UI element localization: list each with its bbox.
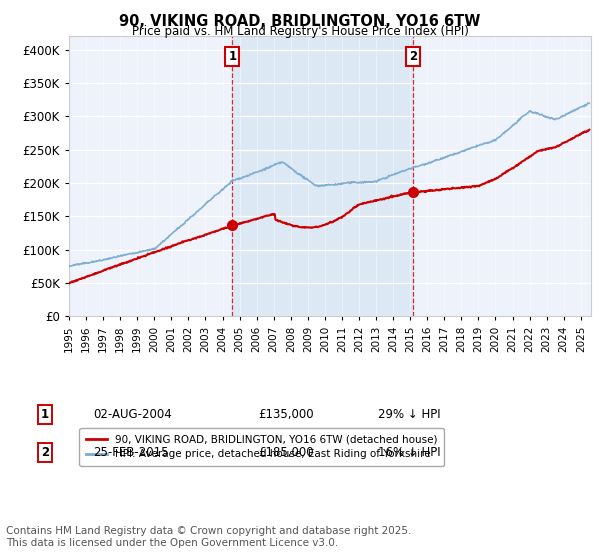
Text: Price paid vs. HM Land Registry's House Price Index (HPI): Price paid vs. HM Land Registry's House … xyxy=(131,25,469,38)
Text: £135,000: £135,000 xyxy=(258,408,314,421)
Text: 2: 2 xyxy=(41,446,49,459)
Bar xyxy=(232,36,413,316)
Text: 02-AUG-2004: 02-AUG-2004 xyxy=(93,408,172,421)
Text: 2: 2 xyxy=(409,50,417,63)
Text: 16% ↓ HPI: 16% ↓ HPI xyxy=(378,446,440,459)
Text: 25-FEB-2015: 25-FEB-2015 xyxy=(93,446,169,459)
Text: £185,000: £185,000 xyxy=(258,446,314,459)
Text: Contains HM Land Registry data © Crown copyright and database right 2025.
This d: Contains HM Land Registry data © Crown c… xyxy=(6,526,412,548)
Text: 90, VIKING ROAD, BRIDLINGTON, YO16 6TW: 90, VIKING ROAD, BRIDLINGTON, YO16 6TW xyxy=(119,14,481,29)
Text: 1: 1 xyxy=(41,408,49,421)
Legend: 90, VIKING ROAD, BRIDLINGTON, YO16 6TW (detached house), HPI: Average price, det: 90, VIKING ROAD, BRIDLINGTON, YO16 6TW (… xyxy=(79,428,443,466)
Text: 29% ↓ HPI: 29% ↓ HPI xyxy=(378,408,440,421)
Text: 1: 1 xyxy=(229,50,236,63)
